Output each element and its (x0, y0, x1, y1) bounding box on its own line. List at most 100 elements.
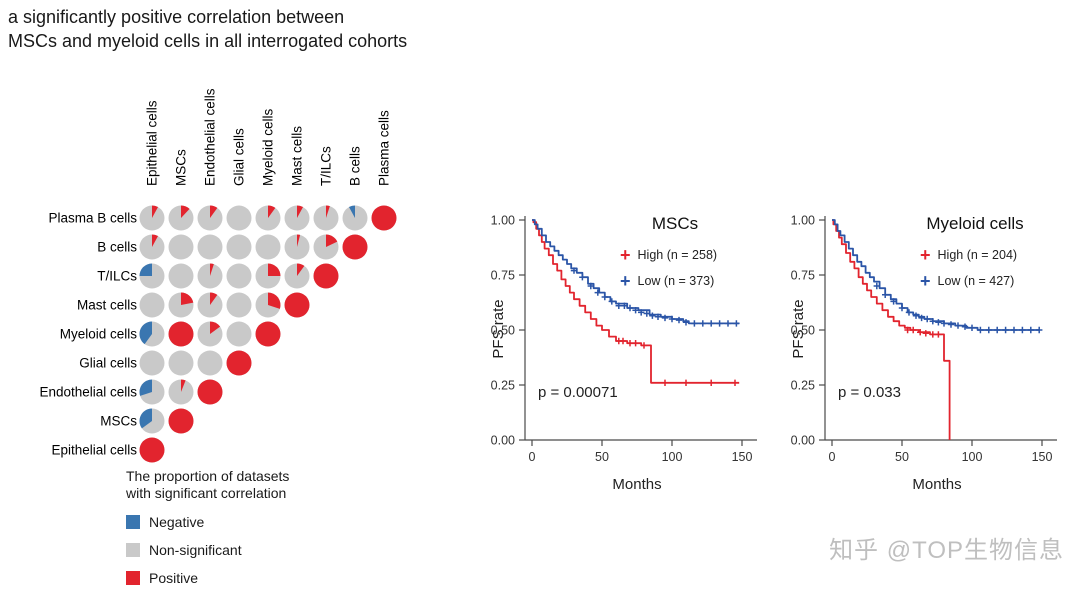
x-tick-label: 0 (829, 450, 836, 464)
pie-row-label: Epithelial cells (51, 443, 137, 458)
pie-cell (226, 263, 252, 289)
pie-row-label: Endothelial cells (39, 385, 137, 400)
pie-cell (168, 379, 194, 405)
censor-mark (570, 267, 578, 274)
non-significant-label: Non-significant (149, 541, 242, 558)
legend-row-high: + High (n = 258) (620, 242, 717, 268)
non-significant-color-swatch (126, 542, 140, 557)
pie-cell (168, 234, 194, 260)
pie-cell (168, 205, 194, 231)
censor-mark (954, 322, 962, 329)
pie-column-label: MSCs (174, 149, 189, 186)
y-tick-label: 1.00 (491, 214, 515, 228)
pie-legend: The proportion of datasets with signific… (126, 468, 289, 586)
censor-mark (708, 379, 715, 386)
pie-cell (168, 408, 194, 434)
censor-mark (733, 320, 740, 327)
caption-line-1: a significantly positive correlation bet… (8, 7, 345, 27)
censor-mark (691, 320, 698, 327)
pie-cell (284, 205, 310, 231)
pie-cell (139, 350, 165, 376)
censor-mark (940, 320, 948, 327)
negative-label: Negative (149, 513, 205, 530)
negative-color-swatch (126, 514, 140, 529)
pie-cell (139, 263, 165, 289)
censor-mark (924, 315, 931, 323)
censor-mark (682, 379, 690, 386)
pie-cell (197, 234, 223, 260)
pie-column-label: Endothelial cells (203, 88, 218, 186)
censor-mark (675, 316, 683, 324)
censor-mark (608, 298, 615, 305)
censor-mark (661, 379, 669, 386)
pie-legend-title: The proportion of datasets with signific… (126, 468, 289, 502)
pie-legend-title-line2: with significant correlation (126, 485, 287, 502)
caption-line-2: MSCs and myeloid cells in all interrogat… (8, 31, 408, 52)
censor-mark (873, 282, 880, 290)
pie-cell (284, 263, 310, 289)
censor-mark (626, 340, 634, 347)
censor-mark (917, 329, 924, 336)
x-tick-label: 50 (895, 450, 909, 464)
censor-mark (632, 340, 639, 347)
pie-cell (197, 350, 223, 376)
censor-mark (935, 331, 942, 338)
pie-column-label: Plasma cells (377, 110, 392, 186)
pie-cell (371, 205, 397, 231)
pie-cell (284, 234, 310, 260)
y-tick-label: 0.75 (491, 269, 515, 283)
censor-mark (640, 342, 648, 349)
pie-cell (197, 292, 223, 318)
pie-legend-title-line1: The proportion of datasets (126, 468, 290, 484)
y-axis-title: PFS rate (490, 299, 507, 359)
pie-column-label: Glial cells (232, 128, 247, 186)
censor-mark (682, 319, 690, 326)
legend-row-low: + Low (n = 427) (920, 268, 1017, 294)
p-value-label: p = 0.033 (838, 384, 901, 401)
y-tick-label: 0.00 (791, 434, 815, 448)
pie-column-label: Myeloid cells (261, 108, 276, 186)
censor-mark (601, 293, 608, 301)
censor-mark (594, 289, 601, 296)
high-plus-marker-icon: + (920, 245, 931, 265)
censor-mark (929, 331, 936, 338)
pie-row-label: T/ILCs (97, 269, 137, 284)
km-curve (832, 219, 951, 440)
censor-mark (626, 304, 634, 312)
censor-mark (905, 309, 913, 316)
pie-row-label: MSCs (100, 414, 137, 429)
censor-mark (935, 319, 942, 326)
pie-cell (255, 292, 281, 318)
legend-row-high: + High (n = 204) (920, 242, 1017, 268)
y-tick-label: 0.00 (491, 434, 515, 448)
y-tick-label: 0.50 (491, 324, 515, 338)
km-legend: + High (n = 204) + Low (n = 427) (920, 242, 1017, 294)
pie-cell (139, 437, 165, 463)
pie-cell (255, 321, 281, 347)
positive-label: Positive (149, 569, 199, 586)
censor-mark (699, 320, 706, 327)
pie-column-label: Mast cells (290, 126, 305, 186)
pie-cell (342, 234, 368, 260)
pie-cell (197, 205, 223, 231)
pie-cell (226, 321, 252, 347)
x-tick-label: 50 (595, 450, 609, 464)
censor-mark (654, 313, 662, 320)
censor-mark (1036, 326, 1043, 334)
censor-mark (579, 274, 586, 281)
low-series-label: Low (n = 427) (937, 274, 1015, 288)
watermark: 知乎 @TOP生物信息 (829, 537, 1064, 564)
pie-column-label: Epithelial cells (145, 100, 160, 186)
pie-cell (313, 234, 339, 260)
pie-cell (139, 379, 165, 405)
pie-cell (139, 234, 165, 260)
censor-mark (890, 298, 897, 305)
y-tick-label: 0.50 (791, 324, 815, 338)
km-plot-mscs-svg: 0.00 0.25 0.50 0.75 1.00 0 50 100 150 (491, 214, 757, 464)
km-panel-myeloid: 0.00 0.25 0.50 0.75 1.00 0 50 100 150 Myeloid ce… (770, 200, 1080, 515)
axes (824, 216, 1057, 441)
x-tick-label: 150 (1032, 450, 1053, 464)
pie-row-label: Mast cells (77, 298, 137, 313)
censor-mark (898, 304, 906, 312)
